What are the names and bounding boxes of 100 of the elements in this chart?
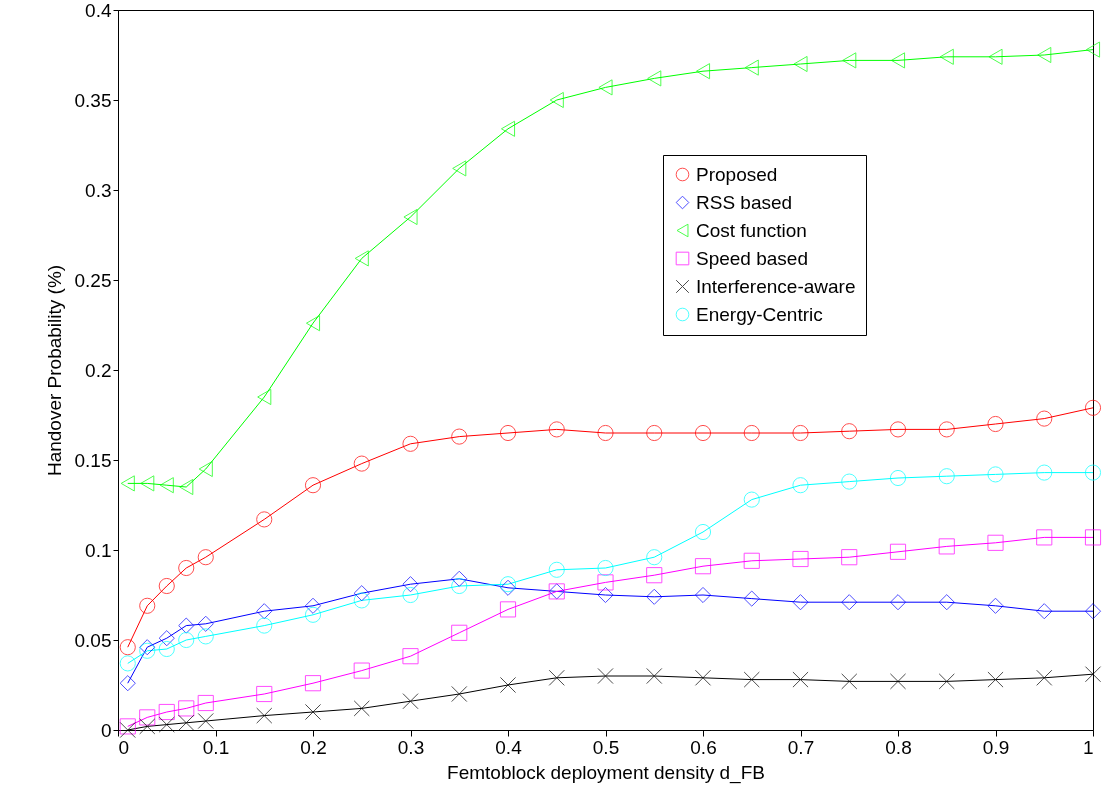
point — [646, 567, 663, 584]
point — [549, 91, 564, 109]
point — [744, 59, 759, 76]
point — [353, 700, 370, 717]
point — [597, 667, 614, 685]
point — [178, 559, 195, 577]
point — [1037, 46, 1052, 64]
point — [353, 585, 370, 602]
point — [646, 549, 663, 566]
point — [841, 549, 858, 566]
legend-label: Speed based — [696, 247, 808, 269]
point — [646, 424, 663, 442]
point — [178, 700, 195, 717]
y-tick-label: 0 — [100, 719, 112, 741]
point — [139, 718, 156, 735]
point — [158, 630, 175, 647]
point — [743, 491, 760, 508]
point — [597, 574, 614, 591]
point — [256, 603, 273, 620]
point — [256, 707, 273, 724]
y-axis-title: Handover Probability (%) — [43, 264, 65, 477]
point — [158, 703, 175, 721]
point — [1084, 529, 1102, 546]
point — [694, 669, 712, 686]
x-axis-title: Femtoblock deployment density d_FB — [447, 761, 765, 784]
point — [889, 469, 907, 487]
point — [119, 718, 136, 735]
y-tick-label: 0.3 — [85, 179, 112, 201]
point — [403, 208, 418, 226]
legend-label: Proposed — [696, 163, 778, 185]
point — [743, 552, 760, 569]
point — [647, 70, 662, 87]
point — [743, 671, 760, 688]
point — [354, 250, 369, 267]
point — [305, 315, 321, 332]
point — [256, 685, 273, 703]
x-tick-label: 0.1 — [202, 736, 230, 758]
point — [1084, 399, 1102, 416]
point — [597, 586, 614, 604]
point — [597, 559, 614, 577]
x-tick-label: 0.3 — [397, 736, 425, 758]
point — [548, 561, 565, 578]
point — [1036, 464, 1053, 481]
point — [139, 709, 156, 726]
x-tick-label: 0.4 — [495, 736, 523, 758]
point — [1036, 529, 1053, 546]
point — [304, 606, 322, 623]
point — [304, 477, 322, 494]
point — [743, 424, 760, 442]
point — [353, 455, 370, 472]
point — [139, 597, 156, 614]
point — [646, 588, 663, 605]
point — [1036, 603, 1053, 620]
point — [353, 592, 370, 609]
point — [939, 48, 954, 65]
point — [987, 466, 1004, 483]
point — [792, 477, 809, 494]
point — [158, 716, 175, 733]
point — [119, 655, 136, 672]
point — [119, 675, 136, 692]
point — [938, 468, 955, 485]
point — [304, 597, 322, 614]
y-tick-label: 0.25 — [74, 269, 112, 291]
x-tick-label: 0 — [118, 736, 130, 758]
point — [548, 669, 565, 686]
point — [694, 586, 712, 604]
point — [938, 421, 955, 438]
point — [938, 538, 955, 555]
y-tick-label: 0.15 — [74, 449, 112, 471]
y-tick-label: 0.1 — [85, 539, 112, 561]
point — [841, 673, 858, 690]
point — [1084, 603, 1102, 620]
point — [451, 570, 468, 587]
point — [695, 63, 711, 80]
legend-label: Interference-aware — [696, 275, 856, 297]
point — [1084, 666, 1102, 683]
point — [159, 477, 174, 494]
point — [353, 662, 370, 679]
point — [304, 675, 322, 692]
point — [179, 478, 194, 496]
point — [197, 712, 214, 730]
point — [197, 615, 214, 632]
x-tick-label: 1 — [1082, 736, 1094, 758]
y-tick-label: 0.4 — [85, 0, 112, 21]
point — [499, 601, 517, 618]
point — [841, 473, 858, 490]
y-tick-label: 0.35 — [74, 89, 112, 111]
x-tick-label: 0.9 — [982, 736, 1010, 758]
point — [402, 576, 419, 593]
point — [402, 586, 419, 604]
point — [793, 55, 808, 73]
point — [792, 671, 809, 688]
y-tick-label: 0.05 — [74, 629, 112, 651]
point — [987, 534, 1004, 551]
legend-label: Cost function — [696, 219, 807, 241]
point — [197, 628, 214, 645]
point — [178, 714, 195, 731]
point — [841, 423, 858, 440]
point — [499, 424, 517, 442]
x-tick-label: 0.2 — [300, 736, 327, 758]
